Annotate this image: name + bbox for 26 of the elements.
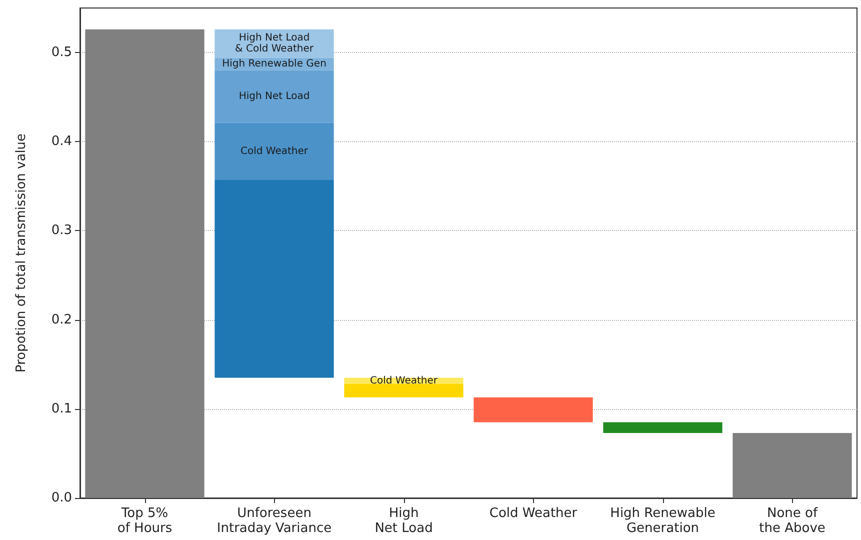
bar [214,180,334,378]
bar [732,432,852,498]
y-tick-label: 0.2 [51,312,72,328]
series-label: Cold Weather [370,375,438,386]
y-tick-label: 0.5 [51,45,72,60]
bar [85,29,204,498]
x-tick-label: High Net Load [374,506,433,536]
x-tick-label: High Renewable Generation [610,506,716,536]
series-label: Cold Weather [240,146,309,157]
x-tick-label: Top 5% of Hours [117,506,172,536]
bar [344,384,464,398]
y-tick-label: 0.4 [51,134,72,150]
bar [214,70,334,123]
series-label: High Net Load [238,91,310,102]
x-tick-label: Unforeseen Intraday Variance [216,506,332,536]
bar [214,122,334,180]
bar [603,422,722,433]
y-axis-title: Propotion of total transmission value [14,133,29,373]
x-tick-label: Cold Weather [489,506,578,521]
y-tick-label: 0.0 [51,490,72,506]
series-label: High Net Load & Cold Weather [235,32,314,55]
x-tick-label: None of the Above [759,506,826,536]
y-tick-label: 0.1 [51,401,72,416]
series-label: High Renewable Gen [222,58,326,70]
y-tick-label: 0.3 [51,223,72,238]
bar [474,397,593,422]
